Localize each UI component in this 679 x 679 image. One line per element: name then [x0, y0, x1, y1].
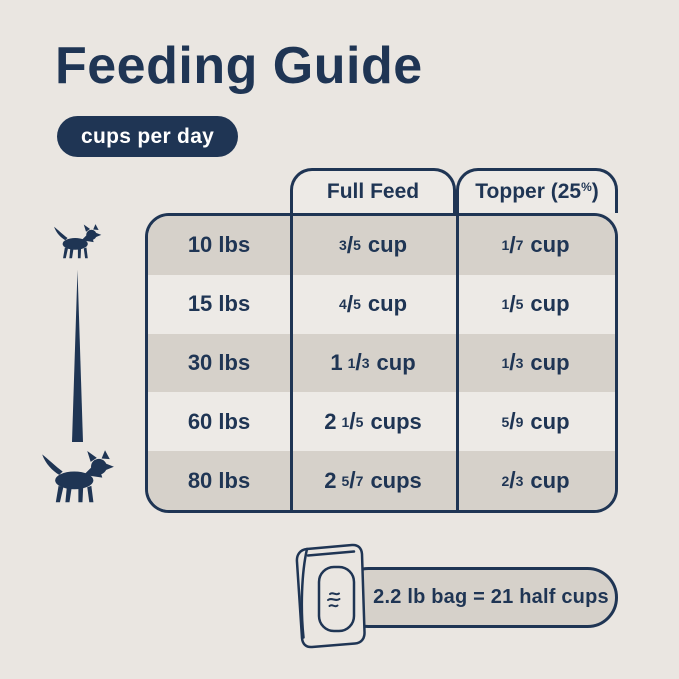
cups-per-day-badge: cups per day	[57, 116, 239, 157]
fraction-denominator: 3	[515, 354, 524, 371]
full-feed-cell: 4/5 cup	[290, 275, 456, 334]
fraction-slash: /	[509, 408, 516, 435]
fraction-denominator: 5	[353, 237, 361, 254]
weight-cell: 60 lbs	[187, 408, 251, 434]
value-unit: cup	[376, 349, 416, 375]
feeding-table-rows: 10 lbs 3/5 cup 1/7 cup 15 lbs 4/5 cup 1/5 cu…	[148, 216, 615, 510]
fraction-numerator: 5	[501, 413, 510, 430]
fraction-slash: /	[509, 231, 516, 258]
fraction-denominator: 3	[361, 354, 370, 371]
full-feed-cell: 2 1/5 cups	[290, 392, 456, 451]
fraction-numerator: 3	[338, 237, 347, 254]
full-feed-label: Full Feed	[326, 180, 420, 203]
fraction-slash: /	[349, 467, 356, 494]
fraction-denominator: 3	[515, 472, 524, 489]
fraction-denominator: 7	[355, 472, 364, 489]
value-unit: cup	[530, 232, 570, 258]
fraction-numerator: 1	[347, 354, 356, 371]
column-divider	[290, 216, 293, 510]
large-dog-icon	[42, 450, 114, 503]
small-dog-icon	[54, 224, 102, 259]
value-whole: 1	[330, 349, 343, 375]
fraction-denominator: 5	[515, 296, 524, 313]
fraction-numerator: 2	[501, 472, 510, 489]
fraction-slash: /	[509, 349, 516, 376]
topper-label: Topper (25%)	[475, 180, 598, 204]
weight-cell: 80 lbs	[187, 467, 251, 493]
full-feed-cell: 2 5/7 cups	[290, 451, 456, 510]
topper-cell: 1/5 cup	[456, 275, 615, 334]
column-header-topper: Topper (25%)	[456, 168, 618, 213]
fraction-denominator: 9	[515, 413, 524, 430]
full-feed-cell: 1 1/3 cup	[290, 334, 456, 393]
value-unit: cup	[530, 291, 570, 317]
value-whole: 2	[324, 467, 337, 493]
value-unit: cups	[370, 408, 422, 434]
bag-yield-pill: 2.2 lb bag = 21 half cups	[338, 567, 618, 628]
value-unit: cups	[370, 467, 422, 493]
bag-yield-note: 2.2 lb bag = 21 half cups	[373, 586, 609, 608]
topper-label-pre: Topper (25	[475, 180, 582, 203]
topper-label-percent: %	[581, 180, 592, 194]
column-header-full-feed: Full Feed	[290, 168, 456, 213]
size-scale-triangle-icon	[72, 270, 83, 442]
fraction-slash: /	[509, 467, 516, 494]
fraction-numerator: 1	[341, 413, 350, 430]
topper-cell: 1/7 cup	[456, 216, 615, 275]
fraction-denominator: 7	[515, 237, 524, 254]
fraction-numerator: 1	[501, 296, 510, 313]
table-row: 10 lbs 3/5 cup 1/7 cup	[148, 216, 615, 275]
fraction-slash: /	[355, 349, 362, 376]
table-row: 80 lbs 2 5/7 cups 2/3 cup	[148, 451, 615, 510]
fraction-numerator: 1	[501, 237, 510, 254]
food-bag-icon	[295, 543, 366, 649]
weight-cell: 30 lbs	[187, 349, 251, 375]
table-row: 60 lbs 2 1/5 cups 5/9 cup	[148, 392, 615, 451]
topper-cell: 1/3 cup	[456, 334, 615, 393]
fraction-denominator: 5	[353, 296, 361, 313]
weight-cell: 15 lbs	[187, 291, 251, 317]
fraction-slash: /	[346, 290, 354, 317]
value-unit: cup	[530, 349, 570, 375]
fraction-slash: /	[509, 290, 516, 317]
fraction-slash: /	[349, 408, 356, 435]
column-divider	[456, 216, 459, 510]
table-row: 30 lbs 1 1/3 cup 1/3 cup	[148, 333, 615, 393]
value-unit: cup	[530, 467, 570, 493]
fraction-numerator: 4	[338, 296, 347, 313]
fraction-numerator: 5	[341, 472, 350, 489]
weight-cell: 10 lbs	[187, 232, 251, 258]
value-unit: cup	[367, 232, 408, 258]
page-title: Feeding Guide	[55, 37, 423, 95]
table-row: 15 lbs 4/5 cup 1/5 cup	[148, 275, 615, 334]
value-unit: cup	[530, 408, 570, 434]
topper-cell: 5/9 cup	[456, 392, 615, 451]
value-whole: 2	[324, 408, 337, 434]
topper-cell: 2/3 cup	[456, 451, 615, 510]
fraction-numerator: 1	[501, 354, 510, 371]
fraction-slash: /	[346, 231, 354, 258]
fraction-denominator: 5	[355, 413, 364, 430]
feeding-table: 10 lbs 3/5 cup 1/7 cup 15 lbs 4/5 cup 1/5 cu…	[145, 213, 618, 513]
topper-label-post: )	[591, 180, 599, 203]
full-feed-cell: 3/5 cup	[290, 216, 456, 275]
value-unit: cup	[367, 291, 408, 317]
badge-label: cups per day	[81, 124, 215, 148]
